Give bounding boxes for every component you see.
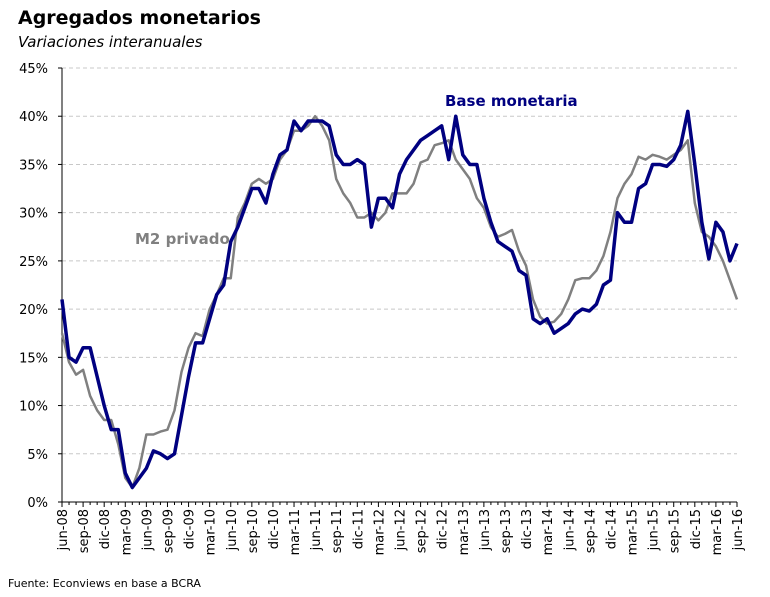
y-tick-label: 20%	[19, 303, 48, 318]
x-tick-label: jun-12	[394, 509, 409, 551]
chart-title: Agregados monetarios	[18, 7, 261, 29]
x-tick-label: jun-13	[478, 509, 493, 551]
x-tick-label: mar-11	[288, 509, 303, 555]
x-tick-label: sep-12	[415, 509, 430, 553]
x-tick-label: mar-16	[710, 509, 725, 555]
x-tick-label: jun-16	[731, 509, 746, 551]
x-tick-label: dic-08	[98, 509, 113, 549]
x-tick-label: mar-14	[541, 509, 556, 555]
x-tick-label: sep-10	[246, 509, 261, 553]
x-tick-label: dic-14	[604, 509, 619, 549]
chart-subtitle: Variaciones interanuales	[18, 33, 203, 51]
x-tick-label: dic-11	[351, 509, 366, 549]
x-tick-label: mar-12	[372, 509, 387, 555]
x-tick-label: sep-14	[583, 509, 598, 553]
x-tick-label: sep-15	[668, 509, 683, 553]
y-tick-label: 10%	[19, 400, 48, 415]
x-tick-label: dic-12	[436, 509, 451, 549]
x-tick-label: jun-15	[647, 509, 662, 551]
x-tick-label: dic-10	[267, 509, 282, 549]
x-tick-label: jun-14	[562, 509, 577, 551]
series-line	[60, 114, 739, 489]
x-tick-label: sep-13	[499, 509, 514, 553]
y-tick-label: 30%	[19, 207, 48, 222]
y-tick-label: 0%	[27, 496, 48, 511]
series-line	[60, 109, 739, 490]
series-label: M2 privado	[135, 230, 230, 248]
x-tick-label: jun-10	[225, 509, 240, 551]
x-tick-label: mar-13	[457, 509, 472, 555]
series-label: Base monetaria	[445, 92, 578, 110]
x-tick-label: dic-13	[520, 509, 535, 549]
x-tick-label: mar-10	[204, 509, 219, 555]
x-tick-label: mar-09	[119, 509, 134, 555]
y-tick-label: 5%	[27, 448, 48, 463]
y-tick-label: 35%	[19, 158, 48, 173]
x-tick-label: mar-15	[626, 509, 641, 555]
y-tick-label: 25%	[19, 255, 48, 270]
y-tick-label: 40%	[19, 110, 48, 125]
source: Fuente: Econviews en base a BCRA	[8, 577, 201, 590]
y-tick-label: 45%	[19, 62, 48, 77]
y-tick-label: 15%	[19, 351, 48, 366]
x-tick-label: sep-09	[161, 509, 176, 553]
x-tick-label: sep-11	[330, 509, 345, 553]
x-tick-label: sep-08	[77, 509, 92, 553]
x-tick-label: jun-11	[309, 509, 324, 551]
x-tick-label: dic-09	[183, 509, 198, 549]
x-tick-label: jun-09	[140, 509, 155, 551]
x-tick-label: jun-08	[56, 509, 71, 551]
x-tick-label: dic-15	[689, 509, 704, 549]
